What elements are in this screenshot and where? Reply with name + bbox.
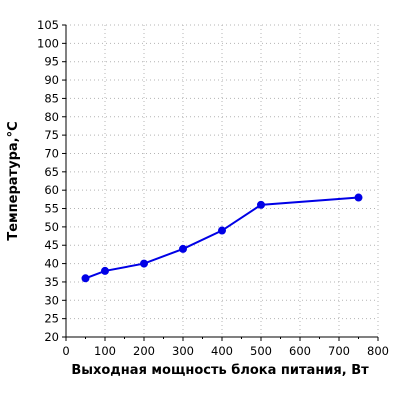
data-point bbox=[354, 193, 363, 202]
y-tick-label: 95 bbox=[44, 55, 59, 69]
y-tick-label: 20 bbox=[44, 330, 59, 344]
y-tick-label: 100 bbox=[37, 36, 59, 50]
y-tick-label: 70 bbox=[44, 146, 59, 160]
x-tick-label: 600 bbox=[289, 344, 311, 358]
axes bbox=[62, 24, 379, 341]
y-tick-label: 30 bbox=[44, 293, 59, 307]
y-tick-label: 55 bbox=[44, 202, 59, 216]
x-axis-title: Выходная мощность блока питания, Вт bbox=[71, 363, 369, 378]
grid bbox=[66, 24, 379, 337]
y-tick-label: 40 bbox=[44, 257, 59, 271]
y-tick-label: 80 bbox=[44, 110, 59, 124]
series bbox=[81, 193, 363, 283]
y-axis-title: Температура,°С bbox=[6, 121, 21, 240]
data-point bbox=[218, 226, 226, 235]
x-tick-label: 800 bbox=[367, 344, 389, 358]
x-tick-label: 700 bbox=[328, 344, 350, 358]
y-tick-label: 85 bbox=[44, 91, 59, 105]
x-tick-label: 0 bbox=[62, 344, 69, 358]
y-tick-label: 65 bbox=[44, 165, 59, 179]
tick-labels: 0 100 200 300 400 500 600 700 800 20 25 30 35 40 45 50 5… bbox=[37, 18, 389, 358]
x-tick-label: 200 bbox=[133, 344, 155, 358]
y-tick-label: 60 bbox=[44, 183, 59, 197]
y-tick-label: 25 bbox=[44, 312, 59, 326]
x-tick-label: 500 bbox=[250, 344, 272, 358]
data-point bbox=[179, 244, 187, 253]
data-point bbox=[140, 259, 148, 268]
x-tick-label: 400 bbox=[211, 344, 233, 358]
y-tick-label: 35 bbox=[44, 275, 59, 289]
data-point bbox=[101, 266, 109, 275]
data-point bbox=[257, 200, 265, 209]
x-tick-label: 100 bbox=[94, 344, 116, 358]
y-tick-label: 105 bbox=[37, 18, 59, 32]
y-tick-label: 75 bbox=[44, 128, 59, 142]
y-tick-label: 45 bbox=[44, 238, 59, 252]
y-tick-label: 90 bbox=[44, 73, 59, 87]
data-point bbox=[81, 274, 90, 283]
y-tick-label: 50 bbox=[44, 220, 59, 234]
x-tick-label: 300 bbox=[172, 344, 194, 358]
